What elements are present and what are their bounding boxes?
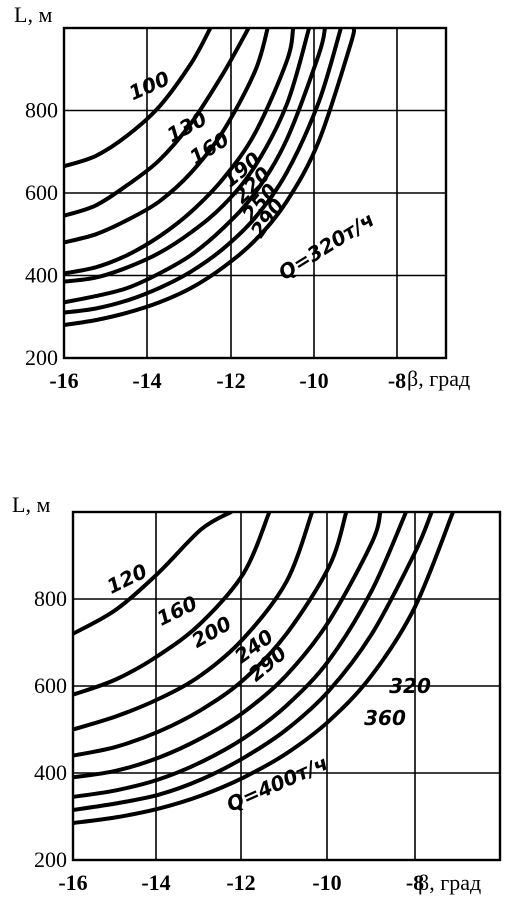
chart1-plot-frame (62, 26, 448, 360)
chart1-series-line-3 (64, 28, 270, 245)
chart1-y-axis-title: L, м (14, 2, 52, 27)
chart1-series-line-8 (64, 28, 357, 327)
chart1-y-tick-label-400: 400 (25, 263, 58, 288)
chart2-plot-frame (71, 510, 502, 862)
chart2-curve-label-7: 360 (364, 706, 406, 730)
chart2-series-line-3 (73, 512, 315, 732)
chart1-series-line-7 (64, 28, 343, 315)
chart2-series-line-4 (73, 512, 349, 758)
chart2-curve-label-1: 120 (103, 559, 151, 599)
chart2-curve-label-2: 160 (153, 591, 201, 631)
chart2-y-tick-label-400: 400 (34, 760, 67, 785)
chart2-y-tick-label-200: 200 (34, 847, 67, 872)
chart1-curve-label-8: Q=320т/ч (274, 207, 378, 285)
chart2-series-line-7 (73, 512, 434, 812)
chart2-x-tick-label--10: -10 (312, 870, 341, 895)
chart1-series-line-5 (64, 28, 312, 284)
chart1-x-tick-label--14: -14 (132, 368, 161, 393)
chart1-x-tick-label--12: -12 (216, 368, 245, 393)
chart1-y-tick-label-200: 200 (25, 345, 58, 370)
chart1-x-tick-label--16: -16 (49, 368, 78, 393)
chart2-series-line-2 (73, 512, 272, 697)
chart1-x-tick-label--10: -10 (299, 368, 328, 393)
chart2-x-tick-label--14: -14 (141, 870, 170, 895)
chart2-x-tick-label--8: -8 (406, 870, 424, 895)
chart2-y-tick-label-600: 600 (34, 673, 67, 698)
chart1-series-line-4 (64, 28, 296, 276)
chart1-series-line-6 (64, 28, 327, 305)
chart2-x-tick-label--16: -16 (58, 870, 87, 895)
chart2-curve-label-6: 320 (389, 674, 431, 698)
chart1-series-line-1 (64, 28, 213, 169)
chart1-y-tick-label-800: 800 (25, 98, 58, 123)
chart2-series-line-1 (73, 512, 233, 636)
chart2-series-line-6 (73, 512, 409, 799)
chart1-series-line-2 (64, 28, 251, 218)
chart1-x-axis-title: β, град (407, 366, 470, 391)
chart2-x-tick-label--12: -12 (226, 870, 255, 895)
chart1-y-tick-label-600: 600 (25, 180, 58, 205)
chart2-y-tick-label-800: 800 (34, 586, 67, 611)
chart2-series-line-5 (73, 512, 383, 780)
chart2-y-axis-title: L, м (12, 492, 50, 517)
chart2-curve-label-3: 200 (187, 611, 235, 653)
chart2-series-line-8 (73, 512, 455, 825)
chart2-x-axis-title: β, град (418, 870, 481, 895)
chart1-x-tick-label--8: -8 (388, 368, 406, 393)
